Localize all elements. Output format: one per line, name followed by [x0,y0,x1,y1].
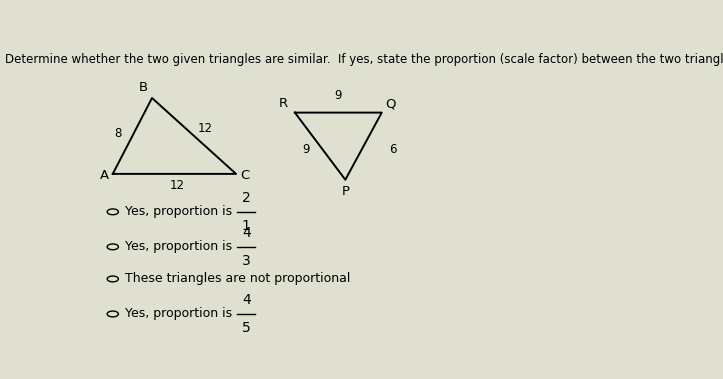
Text: 9: 9 [334,89,342,102]
Text: 8: 8 [115,127,122,139]
Text: 12: 12 [170,179,184,192]
Text: Yes, proportion is: Yes, proportion is [125,205,236,218]
Text: C: C [240,169,249,182]
Text: B: B [139,81,148,94]
Text: 3: 3 [242,254,251,268]
Text: 12: 12 [198,122,213,135]
Text: 6: 6 [389,143,397,156]
Text: 4: 4 [242,293,251,307]
Text: Determine whether the two given triangles are similar.  If yes, state the propor: Determine whether the two given triangle… [4,53,723,66]
Text: P: P [341,185,349,198]
Text: 5: 5 [242,321,251,335]
Text: Q: Q [385,97,395,110]
Text: These triangles are not proportional: These triangles are not proportional [125,273,351,285]
Text: Yes, proportion is: Yes, proportion is [125,240,236,253]
Text: Yes, proportion is: Yes, proportion is [125,307,236,321]
Text: 9: 9 [302,143,310,156]
Text: 4: 4 [242,226,251,240]
Text: R: R [279,97,288,110]
Text: 2: 2 [242,191,251,205]
Text: 1: 1 [242,219,251,233]
Text: A: A [100,169,109,182]
